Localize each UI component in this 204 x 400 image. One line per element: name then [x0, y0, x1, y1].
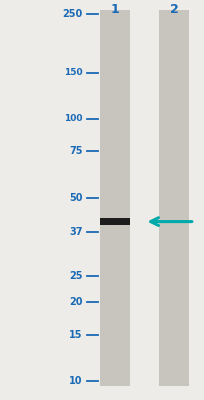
Text: 1: 1: [110, 3, 119, 16]
Bar: [100, 10, 129, 386]
Text: 250: 250: [62, 10, 82, 20]
Text: 37: 37: [69, 227, 82, 237]
Text: 2: 2: [169, 3, 178, 16]
Text: 15: 15: [69, 330, 82, 340]
Text: 100: 100: [64, 114, 82, 123]
Text: 75: 75: [69, 146, 82, 156]
Text: 25: 25: [69, 272, 82, 282]
Bar: [100, 218, 129, 225]
Text: 20: 20: [69, 297, 82, 307]
Text: 10: 10: [69, 376, 82, 386]
Text: 150: 150: [64, 68, 82, 77]
Text: 50: 50: [69, 193, 82, 203]
Bar: [159, 10, 188, 386]
